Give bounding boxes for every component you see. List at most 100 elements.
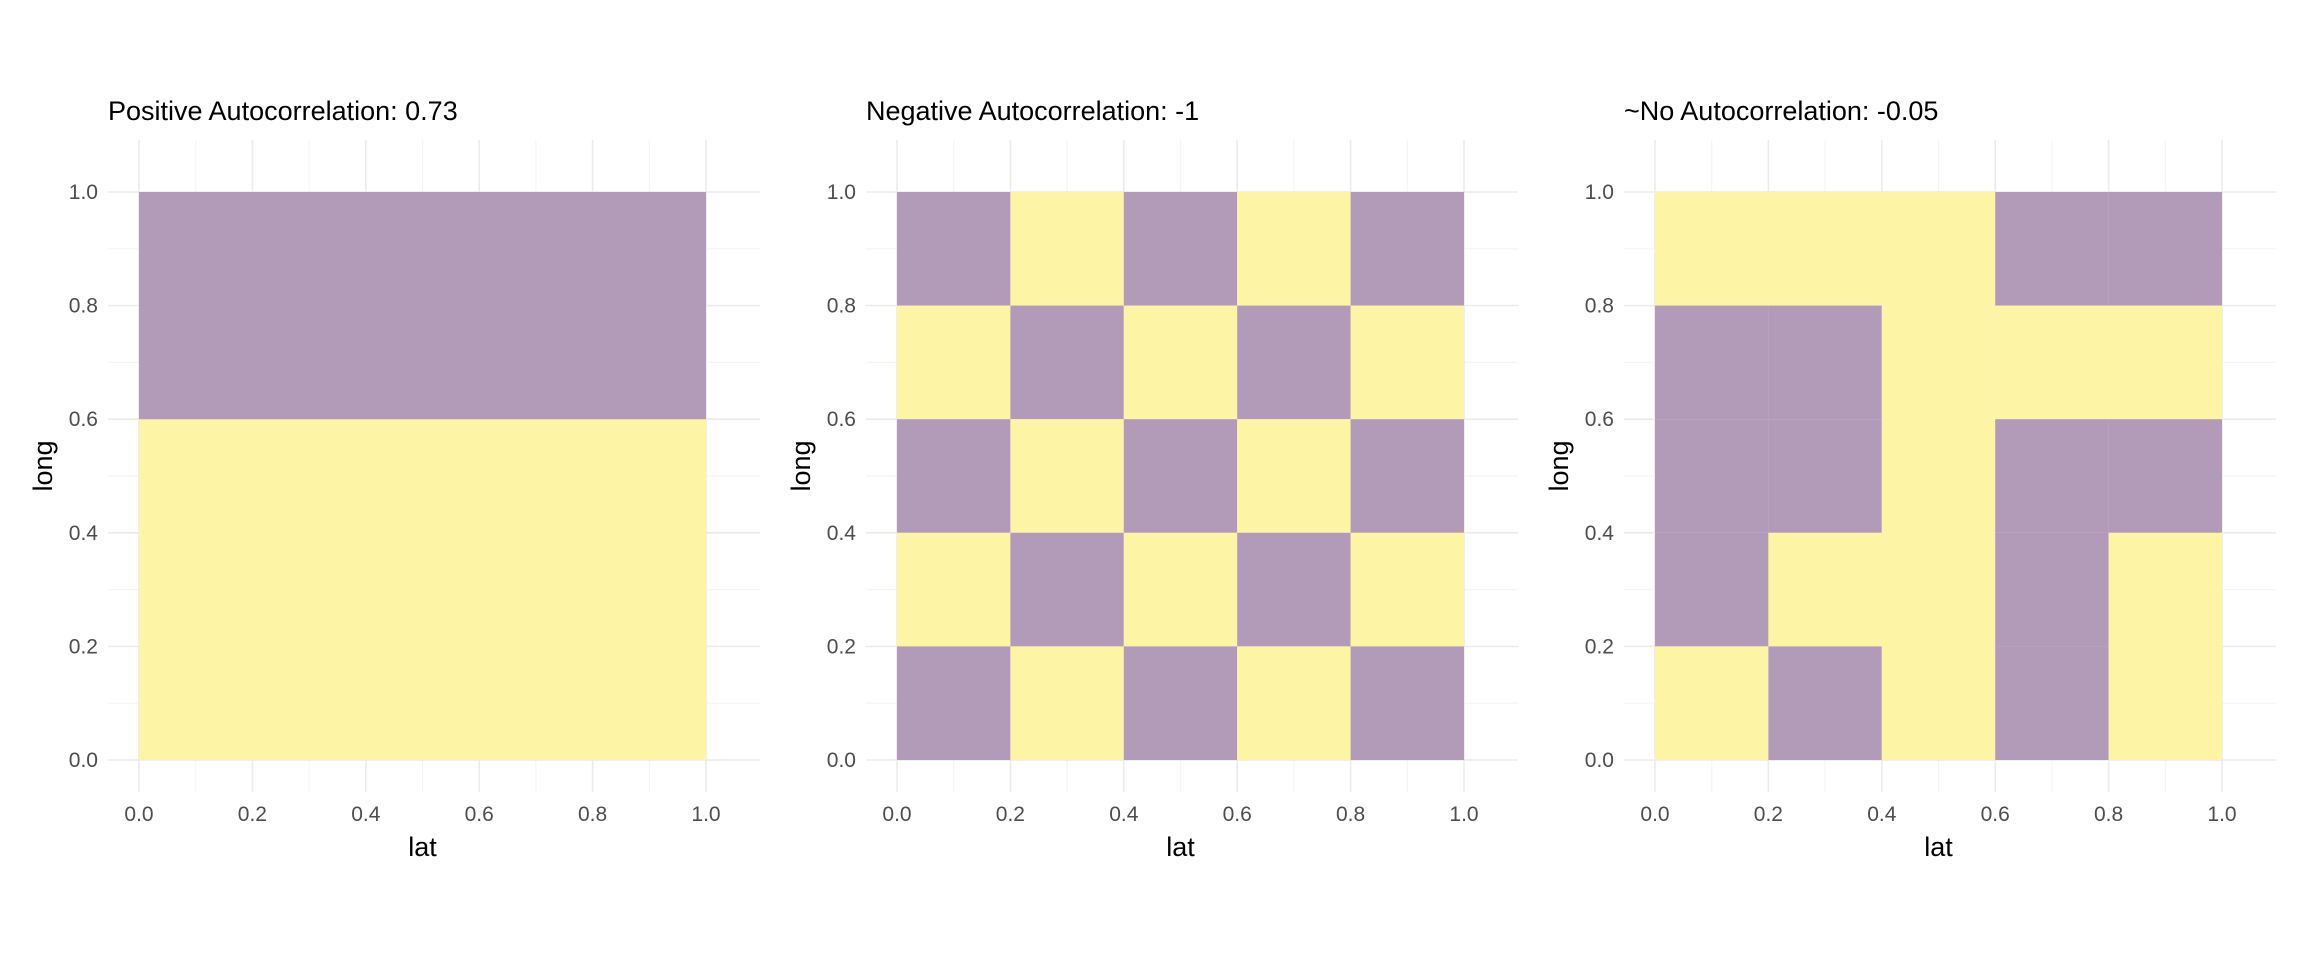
heatmap-cell (1655, 192, 1769, 306)
heatmap-cell (1655, 305, 1769, 420)
chart-panel-3: 0.0 0.2 0.4 0.6 0.8 1.0 0.0 0.2 0.4 0.6 0.8 1.0 lat l… (1544, 96, 2276, 862)
x-tick-label: 0.4 (1109, 803, 1139, 826)
heatmap-cell (1655, 532, 1769, 647)
heatmap-cell (1881, 646, 1996, 760)
heatmap-cell (1010, 192, 1124, 306)
heatmap-cell (1237, 532, 1351, 647)
y-tick-label: 0.2 (827, 635, 856, 658)
y-tick-label: 0.0 (69, 749, 98, 772)
chart-panel-2: 0.0 0.2 0.4 0.6 0.8 1.0 0.0 0.2 0.4 0.6 0.8 1.0 lat l… (786, 96, 1518, 862)
heatmap-cell (1881, 192, 1996, 306)
heatmap-cell (2108, 305, 2222, 420)
x-axis-title: lat (1166, 832, 1195, 862)
heatmap-cell (2108, 532, 2222, 647)
heatmap-cell (139, 192, 706, 420)
y-axis-title: long (1544, 440, 1574, 491)
x-tick-label: 0.4 (1867, 803, 1897, 826)
x-tick-label: 0.0 (124, 803, 153, 826)
heatmap-cell (1350, 192, 1464, 306)
y-tick-label: 0.6 (827, 408, 856, 431)
x-tick-label: 0.8 (578, 803, 607, 826)
heatmap-cell (1350, 419, 1464, 533)
heatmap-cell (1350, 305, 1464, 420)
panel-title: Negative Autocorrelation: -1 (866, 96, 1199, 126)
heatmap-cell (897, 646, 1011, 760)
panels: 0.0 0.2 0.4 0.6 0.8 1.0 0.0 0.2 0.4 0.6 0.8 1.0 lat l… (28, 96, 2276, 862)
x-tick-label: 1.0 (2207, 803, 2236, 826)
y-tick-label: 1.0 (1585, 181, 1614, 204)
panel-title: ~No Autocorrelation: -0.05 (1624, 96, 1938, 126)
x-tick-label: 0.0 (1640, 803, 1669, 826)
heatmap-cell (1995, 532, 2109, 647)
heatmap-cell (1123, 419, 1238, 533)
heatmap-cell (1010, 419, 1124, 533)
heatmap-cell (1995, 192, 2109, 306)
heatmap-cell (1350, 532, 1464, 647)
x-tick-label: 1.0 (1449, 803, 1478, 826)
heatmap-cell (897, 192, 1011, 306)
x-tick-label: 0.4 (351, 803, 381, 826)
y-tick-label: 0.8 (69, 295, 98, 318)
y-axis-title: long (786, 440, 816, 491)
heatmap-cell (1123, 646, 1238, 760)
heatmap-cell (1768, 305, 1882, 420)
heatmap-cell (897, 532, 1011, 647)
x-tick-label: 0.6 (1981, 803, 2010, 826)
x-tick-label: 0.2 (996, 803, 1025, 826)
heatmap-cell (1655, 646, 1769, 760)
x-tick-label: 1.0 (691, 803, 720, 826)
y-axis-title: long (28, 440, 58, 491)
heatmap-cell (1881, 419, 1996, 533)
y-tick-label: 0.2 (69, 635, 98, 658)
x-axis-title: lat (408, 832, 437, 862)
x-tick-label: 0.8 (1336, 803, 1365, 826)
heatmap-cell (1768, 419, 1882, 533)
y-tick-label: 0.4 (827, 522, 857, 545)
heatmap-cell (1768, 532, 1882, 647)
x-tick-label: 0.2 (1754, 803, 1783, 826)
heatmap-cell (1237, 305, 1351, 420)
heatmap-cell (1995, 646, 2109, 760)
heatmap-cell (897, 419, 1011, 533)
y-tick-label: 0.0 (1585, 749, 1614, 772)
x-tick-label: 0.6 (465, 803, 494, 826)
heatmap-cell (1010, 646, 1124, 760)
heatmap-cell (2108, 646, 2222, 760)
y-tick-label: 0.0 (827, 749, 856, 772)
heatmap-cell (1237, 192, 1351, 306)
x-axis-title: lat (1924, 832, 1953, 862)
y-tick-label: 0.6 (1585, 408, 1614, 431)
y-tick-label: 0.6 (69, 408, 98, 431)
heatmap-cell (1237, 419, 1351, 533)
heatmap-cell (1350, 646, 1464, 760)
heatmap-cell (1123, 192, 1238, 306)
heatmap-cell (1010, 532, 1124, 647)
heatmap-cell (2108, 419, 2222, 533)
heatmap-cell (1123, 305, 1238, 420)
heatmap-cell (1995, 419, 2109, 533)
chart-panel-1: 0.0 0.2 0.4 0.6 0.8 1.0 0.0 0.2 0.4 0.6 0.8 1.0 lat l… (28, 96, 760, 862)
heatmap-cell (897, 305, 1011, 420)
heatmap-cell (1881, 532, 1996, 647)
y-tick-label: 0.4 (69, 522, 99, 545)
heatmap-cell (139, 419, 706, 760)
heatmap-cell (1010, 305, 1124, 420)
panel-title: Positive Autocorrelation: 0.73 (108, 96, 458, 126)
heatmap-cell (1237, 646, 1351, 760)
heatmap-cell (1881, 305, 1996, 420)
y-tick-label: 1.0 (69, 181, 98, 204)
heatmap-cell (2108, 192, 2222, 306)
y-tick-label: 0.8 (827, 295, 856, 318)
heatmap-cell (1768, 192, 1882, 306)
heatmap-cell (1123, 532, 1238, 647)
y-tick-label: 0.4 (1585, 522, 1615, 545)
x-tick-label: 0.6 (1223, 803, 1252, 826)
x-tick-label: 0.0 (882, 803, 911, 826)
heatmap-cell (1768, 646, 1882, 760)
y-tick-label: 0.2 (1585, 635, 1614, 658)
heatmap-cell (1655, 419, 1769, 533)
y-tick-label: 1.0 (827, 181, 856, 204)
heatmap-cell (1995, 305, 2109, 420)
y-tick-label: 0.8 (1585, 295, 1614, 318)
